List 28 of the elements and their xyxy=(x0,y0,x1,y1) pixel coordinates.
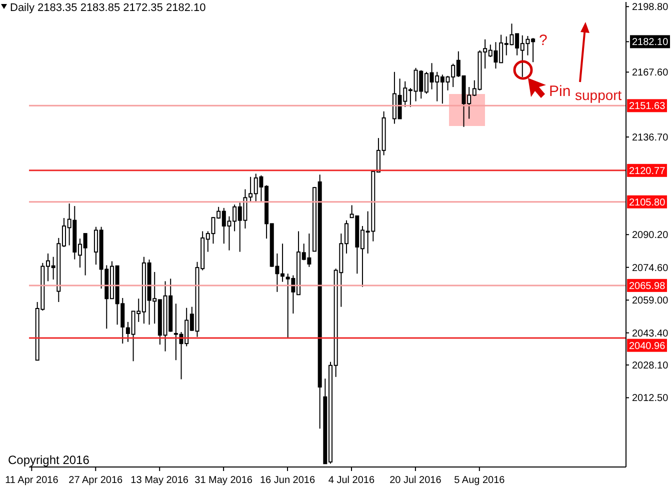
x-tick-label: 5 Aug 2016 xyxy=(454,475,506,486)
x-tick-label: 11 Apr 2016 xyxy=(5,475,59,486)
y-tick-label: 2136.70 xyxy=(632,132,669,144)
ref-line-label: 2040.96 xyxy=(629,340,666,352)
ref-line-label: 2120.77 xyxy=(629,166,666,177)
ref-line-label: 2151.63 xyxy=(629,101,666,112)
annotation: Copyright 2016 xyxy=(8,453,90,468)
annotation: support xyxy=(575,87,622,104)
ref-line-label: 2065.98 xyxy=(629,280,666,292)
y-tick-label: 2043.40 xyxy=(632,328,669,340)
annotation: ? xyxy=(539,32,548,50)
x-tick-label: 13 May 2016 xyxy=(130,475,189,486)
y-tick-label: 2198.80 xyxy=(632,2,669,14)
x-tick-label: 20 Jul 2016 xyxy=(390,475,442,486)
y-tick-label: 2074.60 xyxy=(632,262,669,274)
y-tick-label: 2059.00 xyxy=(632,296,669,307)
y-tick-label: 2028.10 xyxy=(632,360,669,372)
x-tick-label: 31 May 2016 xyxy=(194,475,253,486)
y-tick-label: 2167.60 xyxy=(632,68,669,79)
annotation: Pin xyxy=(549,83,571,100)
chart-title: Daily 2183.35 2183.85 2172.35 2182.10 xyxy=(10,2,206,14)
ref-line-label: 2105.80 xyxy=(629,197,666,208)
x-tick-label: 16 Jun 2016 xyxy=(260,475,316,486)
y-tick-label: 2012.50 xyxy=(632,393,669,404)
y-tick-label: 2182.10 xyxy=(632,37,669,48)
y-tick-label: 2090.20 xyxy=(632,230,669,242)
x-tick-label: 27 Apr 2016 xyxy=(68,475,124,486)
x-tick-label: 4 Jul 2016 xyxy=(328,475,375,486)
